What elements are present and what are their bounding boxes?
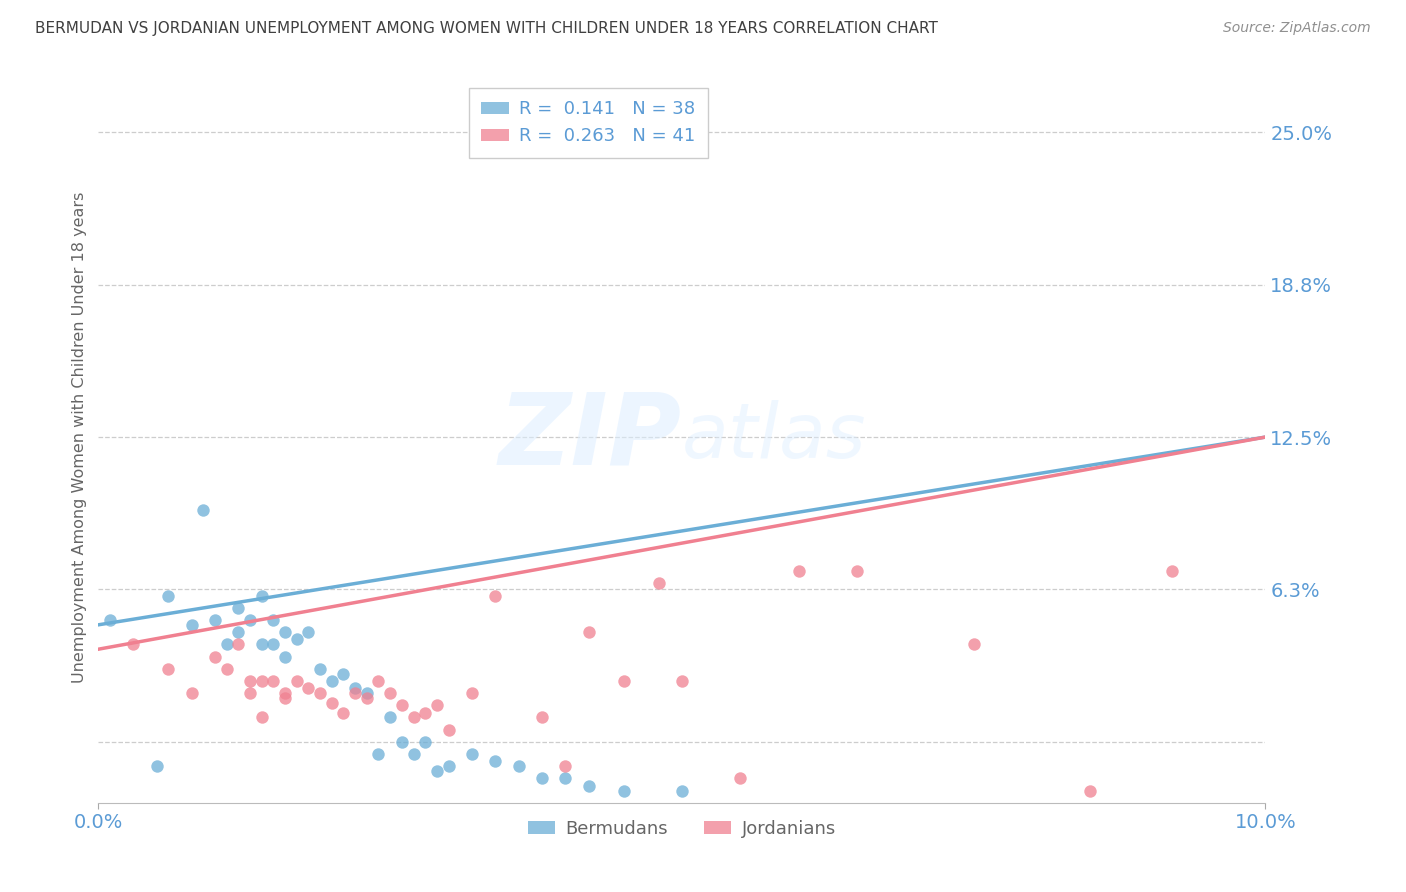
Point bbox=[157, 589, 180, 603]
Point bbox=[484, 755, 506, 769]
Point bbox=[122, 637, 145, 651]
Point bbox=[578, 779, 600, 793]
Point bbox=[484, 589, 506, 603]
Point bbox=[402, 747, 425, 761]
Point bbox=[671, 783, 693, 797]
Text: ZIP: ZIP bbox=[499, 389, 682, 485]
Point bbox=[180, 686, 202, 700]
Point bbox=[671, 673, 693, 688]
Point bbox=[356, 690, 378, 705]
Point bbox=[402, 710, 425, 724]
Legend: Bermudans, Jordanians: Bermudans, Jordanians bbox=[520, 813, 844, 845]
Point bbox=[461, 747, 484, 761]
Point bbox=[426, 764, 449, 778]
Point bbox=[274, 686, 297, 700]
Point bbox=[647, 576, 669, 591]
Point bbox=[297, 681, 319, 696]
Point bbox=[437, 723, 460, 737]
Point bbox=[98, 613, 121, 627]
Point bbox=[228, 637, 250, 651]
Point bbox=[391, 698, 413, 713]
Point bbox=[215, 637, 238, 651]
Point bbox=[413, 735, 436, 749]
Point bbox=[787, 564, 810, 578]
Point bbox=[554, 772, 576, 786]
Text: BERMUDAN VS JORDANIAN UNEMPLOYMENT AMONG WOMEN WITH CHILDREN UNDER 18 YEARS CORR: BERMUDAN VS JORDANIAN UNEMPLOYMENT AMONG… bbox=[35, 21, 938, 37]
Point bbox=[846, 564, 869, 578]
Point bbox=[1161, 564, 1184, 578]
Point bbox=[332, 666, 354, 681]
Point bbox=[730, 772, 752, 786]
Point bbox=[309, 662, 332, 676]
Point bbox=[437, 759, 460, 773]
Point bbox=[380, 686, 402, 700]
Y-axis label: Unemployment Among Women with Children Under 18 years: Unemployment Among Women with Children U… bbox=[72, 192, 87, 682]
Point bbox=[239, 686, 262, 700]
Point bbox=[344, 681, 367, 696]
Point bbox=[321, 673, 343, 688]
Point bbox=[228, 625, 250, 640]
Point bbox=[426, 698, 449, 713]
Point bbox=[367, 673, 389, 688]
Point bbox=[1080, 783, 1102, 797]
Point bbox=[578, 625, 600, 640]
Point bbox=[215, 662, 238, 676]
Point bbox=[391, 735, 413, 749]
Point bbox=[274, 649, 297, 664]
Point bbox=[344, 686, 367, 700]
Point bbox=[413, 706, 436, 720]
Point bbox=[204, 649, 226, 664]
Point bbox=[285, 632, 308, 647]
Text: Source: ZipAtlas.com: Source: ZipAtlas.com bbox=[1223, 21, 1371, 36]
Point bbox=[332, 706, 354, 720]
Point bbox=[250, 673, 273, 688]
Point bbox=[239, 673, 262, 688]
Point bbox=[461, 686, 484, 700]
Point bbox=[356, 686, 378, 700]
Point bbox=[262, 637, 284, 651]
Point bbox=[309, 686, 332, 700]
Point bbox=[321, 696, 343, 710]
Point bbox=[274, 690, 297, 705]
Point bbox=[146, 759, 169, 773]
Point bbox=[157, 662, 180, 676]
Point bbox=[250, 637, 273, 651]
Point bbox=[239, 613, 262, 627]
Point bbox=[297, 625, 319, 640]
Point bbox=[274, 625, 297, 640]
Point bbox=[262, 613, 284, 627]
Point bbox=[530, 710, 553, 724]
Point bbox=[612, 783, 634, 797]
Point bbox=[612, 673, 634, 688]
Point bbox=[250, 589, 273, 603]
Point bbox=[285, 673, 308, 688]
Point bbox=[554, 759, 576, 773]
Point bbox=[508, 759, 530, 773]
Point bbox=[262, 673, 284, 688]
Point bbox=[180, 617, 202, 632]
Point bbox=[228, 600, 250, 615]
Point bbox=[380, 710, 402, 724]
Point bbox=[367, 747, 389, 761]
Point bbox=[530, 772, 553, 786]
Text: atlas: atlas bbox=[682, 401, 866, 474]
Point bbox=[193, 503, 215, 517]
Point bbox=[962, 637, 984, 651]
Point bbox=[204, 613, 226, 627]
Point bbox=[250, 710, 273, 724]
